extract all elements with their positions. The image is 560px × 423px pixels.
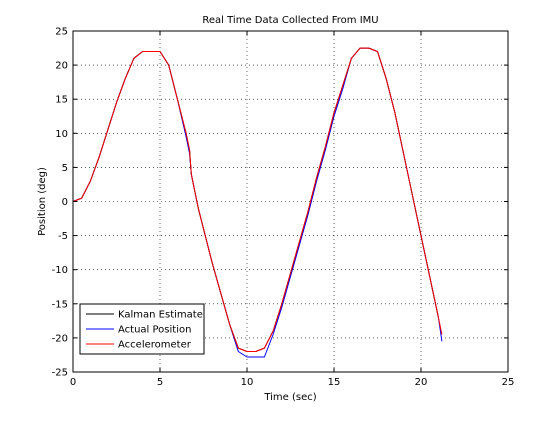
x-tick-label: 10 [241, 377, 254, 388]
y-tick-label: 0 [62, 197, 68, 208]
legend: Kalman Estimate Actual Position Accelerome… [79, 303, 205, 355]
series-line-accelerometer [72, 47, 443, 352]
x-tick-label: 25 [502, 377, 515, 388]
chart-title: Real Time Data Collected From IMU [202, 15, 378, 26]
x-axis-label: Time (sec) [263, 392, 316, 403]
y-tick-label: 20 [55, 61, 68, 72]
x-tick-label: 0 [70, 377, 76, 388]
x-tick-label: 15 [328, 377, 341, 388]
y-tick-label: 5 [62, 163, 68, 174]
y-tick-label: 25 [55, 27, 68, 38]
y-axis-label: Position (deg) [37, 167, 48, 236]
y-tick-label: -5 [58, 231, 68, 242]
ticks: 0 5 10 15 20 25 -25 -20 -15 -10 -5 0 5 10 15 20 25 [52, 27, 515, 389]
x-tick-label: 20 [415, 377, 428, 388]
y-tick-label: 15 [55, 95, 68, 106]
y-tick-label: -25 [52, 368, 68, 379]
y-tick-label: -10 [52, 265, 68, 276]
y-tick-label: -20 [52, 333, 68, 344]
legend-label: Actual Position [118, 325, 191, 336]
legend-label: Accelerometer [118, 340, 192, 351]
series-lines [72, 47, 443, 358]
y-tick-label: 10 [55, 129, 68, 140]
x-tick-label: 5 [157, 377, 163, 388]
y-tick-label: -15 [52, 299, 68, 310]
legend-label: Kalman Estimate [118, 310, 203, 321]
